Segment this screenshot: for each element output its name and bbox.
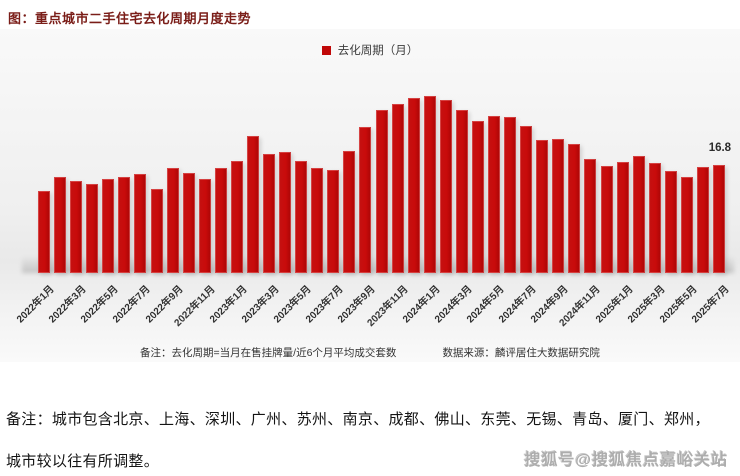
bar (134, 174, 147, 273)
chart-footnote: 备注：去化周期=当月在售挂牌量/近6个月平均成交套数 数据来源：麟评居住大数据研… (0, 345, 740, 360)
bar (488, 116, 500, 273)
bar (520, 125, 533, 273)
bar (504, 117, 516, 273)
bar (182, 172, 195, 273)
bar (375, 110, 388, 273)
bar (552, 139, 565, 273)
bar (391, 103, 404, 273)
bar (102, 179, 115, 273)
bar (311, 167, 324, 273)
legend-swatch-icon (321, 45, 331, 55)
bar (246, 136, 259, 273)
bar (198, 178, 211, 273)
bar (696, 166, 709, 273)
bar (680, 177, 693, 273)
bar (616, 162, 629, 273)
bar (568, 143, 581, 273)
last-bar-value-label: 16.8 (708, 142, 732, 154)
watermark: 搜狐号@搜狐焦点嘉峪关站 (524, 452, 728, 469)
bar (359, 127, 372, 273)
bar (343, 150, 356, 273)
bar (54, 176, 67, 273)
bar (584, 159, 597, 273)
bar (118, 177, 131, 273)
bar (214, 167, 227, 273)
bar (279, 151, 292, 273)
legend: 去化周期（月） (0, 42, 740, 58)
footnote-note: 备注：去化周期=当月在售挂牌量/近6个月平均成交套数 (140, 347, 397, 359)
bar (150, 188, 163, 273)
bar (230, 161, 243, 273)
bar (38, 190, 50, 273)
bar (295, 160, 308, 273)
bar (600, 166, 613, 273)
bar (327, 169, 340, 273)
bar (263, 154, 275, 273)
bar (664, 171, 677, 273)
bar (439, 100, 452, 273)
footer-note-line1: 备注：城市包含北京、上海、深圳、广州、苏州、南京、成都、佛山、东莞、无锡、青岛、… (6, 412, 710, 428)
footer-note-line2: 城市较以往有所调整。 (6, 454, 160, 470)
bar (471, 121, 484, 273)
bar (407, 98, 420, 273)
bar (648, 163, 661, 273)
footnote-source: 数据来源：麟评居住大数据研究院 (442, 347, 600, 359)
bar (86, 184, 99, 273)
bar (455, 110, 468, 273)
bar (70, 181, 83, 273)
chart-area: 去化周期（月） 2022年1月 2022年3月 2022年5月 2022年7月 2022… (0, 29, 740, 362)
legend-label: 去化周期（月） (337, 45, 419, 57)
bar (712, 165, 725, 273)
chart-title: 图：重点城市二手住宅去化周期月度走势 (8, 11, 252, 26)
bar (423, 95, 436, 273)
bar (166, 167, 179, 273)
bar (536, 139, 549, 273)
bar (632, 156, 645, 273)
